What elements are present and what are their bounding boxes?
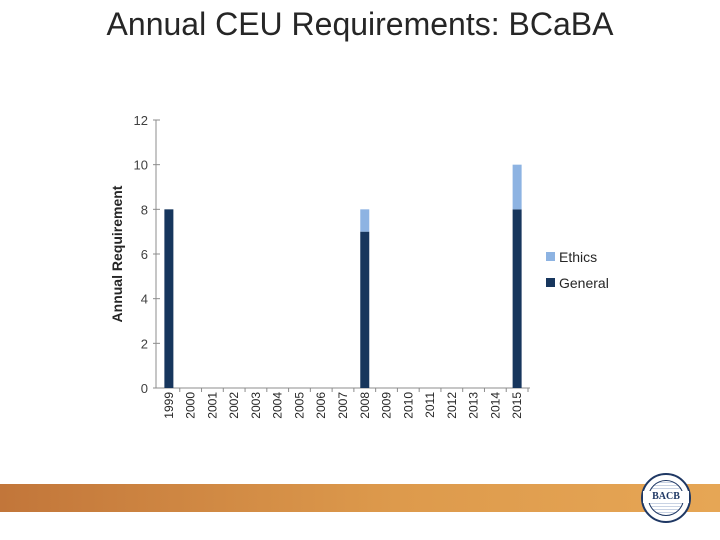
x-tick-label: 2010	[401, 392, 415, 419]
x-tick-label: 2006	[314, 392, 328, 419]
bars	[164, 164, 522, 388]
legend-label-general: General	[559, 275, 609, 291]
x-tick-label: 2000	[184, 392, 198, 419]
x-tick-label: 2005	[292, 392, 306, 419]
legend: Ethics General	[546, 249, 609, 291]
x-tick-label: 2013	[467, 392, 481, 419]
page-title: Annual CEU Requirements: BCaBA	[106, 6, 614, 42]
x-tick-label: 2008	[358, 392, 372, 419]
bar-ethics-2008	[360, 209, 370, 232]
footer-band	[0, 484, 720, 512]
y-tick-label: 2	[141, 336, 148, 351]
bar-general-2015	[512, 209, 522, 388]
y-tick-label: 12	[134, 113, 148, 128]
x-tick-label: 2011	[423, 392, 437, 418]
x-tick-label: 1999	[162, 392, 176, 419]
legend-swatch-general	[546, 278, 555, 287]
x-tick-label: 2007	[336, 392, 350, 419]
y-tick-label: 6	[141, 247, 148, 262]
x-tick-label: 2014	[488, 392, 502, 419]
y-tick-label: 4	[141, 292, 148, 307]
x-tick-label: 2004	[271, 392, 285, 419]
bar-general-2008	[360, 231, 370, 388]
x-tick-label: 2012	[445, 392, 459, 419]
y-tick-label: 8	[141, 202, 148, 217]
bar-chart: 0 2 4 6 8 10 12 1999 2000 2001 2002 2003 2004 2005 20…	[109, 113, 609, 419]
bar-general-1999	[164, 209, 174, 388]
legend-label-ethics: Ethics	[559, 249, 597, 265]
bar-ethics-2015	[512, 164, 522, 210]
x-tick-label: 2003	[249, 392, 263, 419]
x-ticks: 1999 2000 2001 2002 2003 2004 2005 2006 2007 2008…	[162, 388, 529, 419]
x-tick-label: 2015	[510, 392, 524, 419]
y-tick-label: 0	[141, 381, 148, 396]
y-axis-label: Annual Requirement	[109, 185, 125, 322]
y-tick-label: 10	[134, 158, 148, 173]
logo-text: BACB	[643, 491, 689, 503]
x-tick-label: 2001	[205, 392, 219, 419]
bacb-logo: BACB	[641, 473, 691, 523]
legend-swatch-ethics	[546, 252, 555, 261]
x-tick-label: 2002	[227, 392, 241, 419]
x-tick-label: 2009	[380, 392, 394, 419]
y-ticks: 0 2 4 6 8 10 12	[134, 113, 160, 396]
